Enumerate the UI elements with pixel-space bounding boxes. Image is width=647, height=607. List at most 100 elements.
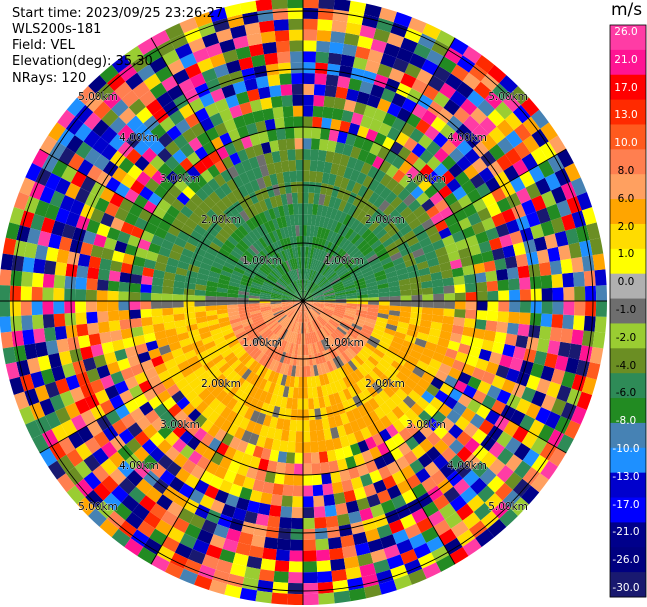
velocity-bin	[411, 171, 426, 186]
velocity-bin	[258, 199, 268, 212]
velocity-bin	[34, 199, 50, 218]
velocity-bin	[481, 339, 495, 352]
velocity-bin	[356, 209, 367, 222]
velocity-bin	[140, 230, 155, 243]
velocity-bin	[416, 68, 434, 85]
velocity-bin	[303, 127, 313, 139]
velocity-bin	[536, 207, 551, 224]
velocity-bin	[37, 355, 52, 372]
velocity-bin	[417, 452, 433, 468]
velocity-bin	[330, 317, 341, 325]
velocity-bin	[331, 20, 348, 33]
colorbar-tick-label: -8.0	[615, 415, 637, 428]
velocity-bin	[439, 330, 452, 341]
velocity-bin	[176, 192, 191, 206]
velocity-bin	[318, 374, 326, 386]
velocity-bin	[334, 447, 346, 461]
velocity-bin	[69, 239, 83, 254]
velocity-bin	[294, 293, 303, 301]
velocity-bin	[304, 333, 308, 345]
velocity-bin	[108, 320, 121, 332]
velocity-bin	[139, 90, 157, 107]
velocity-bin	[157, 439, 173, 455]
velocity-bin	[414, 254, 427, 265]
velocity-bin	[342, 545, 358, 559]
velocity-bin	[364, 342, 376, 353]
velocity-bin	[289, 170, 297, 183]
velocity-bin	[331, 279, 342, 287]
velocity-bin	[330, 558, 346, 571]
velocity-bin	[77, 86, 96, 105]
velocity-bin	[256, 154, 267, 167]
velocity-bin	[199, 92, 215, 108]
velocity-bin	[315, 317, 324, 328]
velocity-bin	[394, 235, 407, 247]
velocity-bin	[22, 256, 35, 273]
velocity-bin	[441, 355, 456, 368]
range-ring-label: 5.00km	[488, 501, 528, 513]
velocity-bin	[298, 376, 303, 388]
velocity-bin	[377, 282, 389, 290]
velocity-bin	[406, 235, 420, 247]
velocity-bin	[273, 286, 284, 293]
velocity-bin	[216, 291, 228, 298]
velocity-bin	[541, 394, 557, 412]
velocity-bin	[410, 288, 423, 296]
velocity-bin	[333, 309, 345, 315]
velocity-bin	[364, 359, 376, 371]
velocity-bin	[335, 302, 347, 306]
velocity-bin	[335, 235, 345, 247]
velocity-bin	[201, 182, 215, 197]
velocity-bin	[357, 301, 369, 305]
velocity-bin	[288, 160, 297, 172]
velocity-bin	[143, 537, 162, 555]
velocity-bin	[168, 109, 185, 126]
velocity-bin	[421, 390, 435, 404]
velocity-bin	[258, 378, 268, 391]
velocity-bin	[158, 344, 172, 356]
velocity-bin	[120, 367, 135, 381]
velocity-bin	[184, 112, 200, 128]
velocity-bin	[286, 308, 296, 317]
velocity-bin	[143, 332, 157, 344]
velocity-bin	[255, 468, 267, 482]
velocity-bin	[144, 367, 158, 380]
velocity-bin	[300, 279, 303, 291]
velocity-bin	[262, 175, 273, 188]
velocity-bin	[484, 492, 503, 511]
velocity-bin	[384, 349, 398, 361]
velocity-bin	[214, 402, 227, 416]
velocity-bin	[230, 216, 242, 229]
velocity-bin	[292, 301, 303, 305]
velocity-bin	[373, 169, 386, 183]
velocity-bin	[367, 293, 379, 298]
velocity-bin	[332, 283, 344, 290]
velocity-bin	[400, 37, 418, 54]
velocity-bin	[237, 333, 249, 343]
velocity-bin	[375, 377, 388, 390]
velocity-bin	[88, 333, 102, 347]
velocity-bin	[342, 143, 354, 157]
velocity-bin	[487, 290, 499, 301]
velocity-bin	[556, 384, 572, 403]
velocity-bin	[74, 123, 93, 142]
velocity-bin	[461, 363, 476, 377]
velocity-bin	[191, 252, 204, 263]
velocity-bin	[546, 381, 562, 399]
velocity-bin	[0, 285, 11, 301]
velocity-bin	[354, 46, 371, 60]
velocity-bin	[539, 442, 557, 461]
velocity-bin	[129, 291, 141, 301]
velocity-bin	[356, 497, 371, 511]
velocity-bin	[329, 208, 339, 220]
velocity-bin	[122, 253, 136, 265]
velocity-bin	[99, 64, 119, 84]
velocity-bin	[343, 314, 355, 321]
velocity-bin	[400, 513, 417, 530]
velocity-bin	[309, 332, 315, 344]
velocity-bin	[152, 107, 169, 124]
velocity-bin	[439, 462, 456, 479]
velocity-bin	[433, 65, 451, 83]
velocity-bin	[219, 320, 231, 328]
velocity-bin	[255, 351, 265, 363]
